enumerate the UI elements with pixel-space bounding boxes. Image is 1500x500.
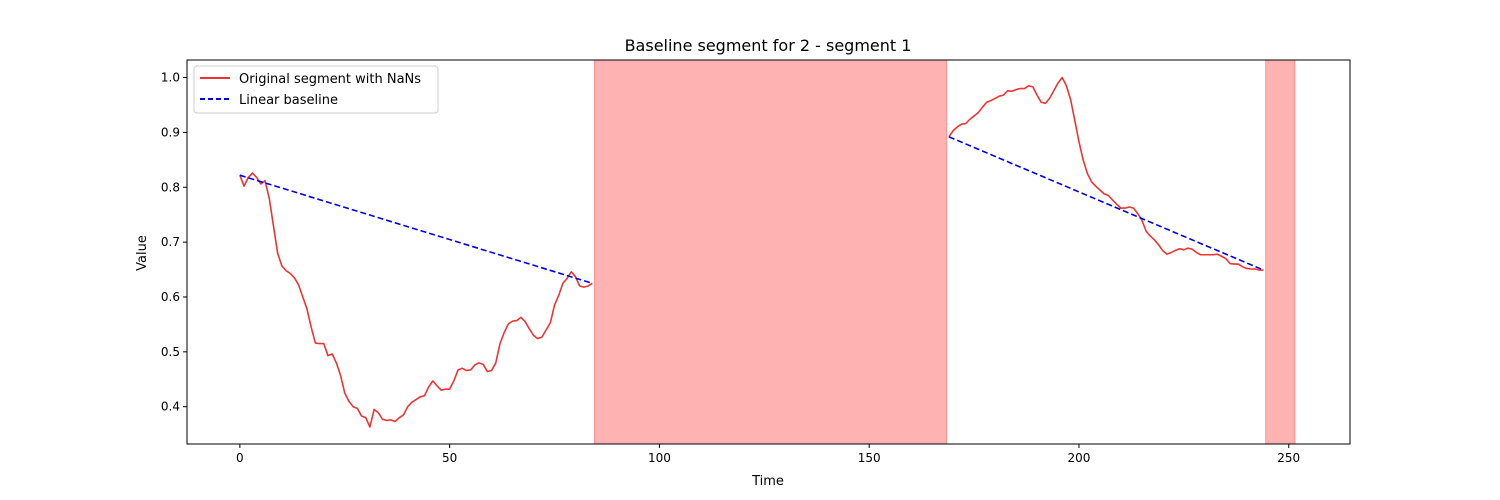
x-tick-label: 50 [442, 451, 457, 465]
baseline-line-1 [239, 174, 593, 285]
y-tick-label: 0.9 [161, 125, 180, 139]
x-tick-label: 150 [858, 451, 881, 465]
y-tick-label: 0.7 [161, 235, 180, 249]
x-axis-ticks: 0 50 100 150 200 250 [236, 444, 1300, 465]
nan-regions [593, 59, 1296, 445]
plot-frame [186, 59, 1351, 445]
y-tick-label: 1.0 [161, 71, 180, 85]
original-series-line-2 [948, 76, 1264, 271]
y-axis-label: Value [135, 235, 150, 271]
baseline-line-2 [948, 136, 1264, 271]
series-lines [239, 76, 1264, 428]
legend: Original segment with NaNs Linear baseli… [193, 65, 439, 114]
x-tick-label: 0 [236, 451, 244, 465]
x-tick-label: 250 [1277, 451, 1300, 465]
legend-label-original: Original segment with NaNs [239, 72, 421, 87]
x-tick-label: 100 [648, 451, 671, 465]
original-series-line-1 [239, 172, 593, 428]
y-tick-label: 0.5 [161, 345, 180, 359]
y-tick-label: 0.8 [161, 180, 180, 194]
legend-label-baseline: Linear baseline [239, 93, 338, 108]
x-tick-label: 200 [1068, 451, 1091, 465]
nan-region-1 [593, 59, 948, 445]
y-axis-ticks: 0.4 0.5 0.6 0.7 0.8 0.9 1.0 [161, 71, 187, 414]
nan-region-2 [1265, 59, 1296, 445]
chart-title: Baseline segment for 2 - segment 1 [625, 36, 912, 55]
legend-box [193, 65, 439, 114]
y-tick-label: 0.6 [161, 290, 180, 304]
x-axis-label: Time [751, 474, 784, 489]
y-tick-label: 0.4 [161, 400, 180, 414]
